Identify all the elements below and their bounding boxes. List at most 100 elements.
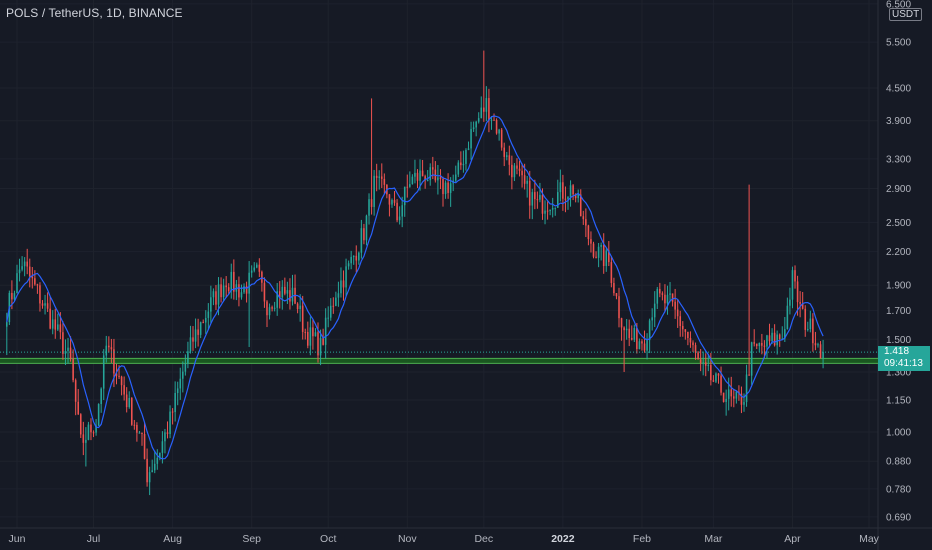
candle-body (136, 424, 138, 433)
candle-body (97, 404, 100, 426)
candle-body (511, 164, 513, 178)
candle-body (546, 210, 549, 212)
candle-body (57, 324, 59, 330)
candle-body (26, 261, 28, 267)
candle-body (610, 262, 613, 284)
candle-body (329, 305, 332, 318)
candle-body (90, 424, 92, 433)
candle-body (309, 327, 312, 346)
y-tick-label: 0.690 (886, 512, 911, 523)
candle-body (301, 305, 304, 332)
y-axis: 0.690 0.780 0.880 1.000 1.150 1.300 1.500 1.700… (886, 0, 911, 523)
candle-body (620, 318, 623, 328)
candle-body (712, 380, 715, 382)
candle-body (641, 341, 643, 344)
candle-body (222, 285, 225, 298)
candle-body (710, 365, 712, 381)
x-tick-label: 2022 (551, 533, 575, 545)
candle-body (429, 167, 432, 181)
candle-body (664, 294, 666, 304)
candle-body (794, 270, 796, 282)
candle-body (562, 182, 564, 199)
candle-body (233, 271, 235, 292)
candle-body (544, 210, 546, 214)
candle-body (258, 264, 261, 272)
candle-body (383, 178, 386, 185)
candle-body (630, 337, 633, 340)
x-tick-label: Apr (784, 533, 801, 545)
candle-body (118, 375, 120, 377)
candle-body (694, 345, 697, 353)
candle-body (41, 303, 44, 306)
candle-body (245, 286, 248, 294)
candle-body (370, 199, 373, 207)
x-tick-label: Sep (242, 533, 261, 545)
candle-body (378, 176, 381, 178)
candle-body (600, 245, 602, 247)
candle-body (291, 287, 294, 302)
candle-body (411, 176, 414, 185)
candle-body (531, 192, 534, 206)
candle-body (426, 180, 429, 182)
candle-body (319, 337, 322, 356)
candle-body (730, 389, 733, 397)
candle-body (363, 228, 365, 241)
candle-body (278, 291, 281, 298)
candle-body (406, 186, 409, 188)
moving-average (6, 115, 824, 460)
candle-body (299, 305, 301, 309)
candle-body (585, 219, 587, 226)
candle-body (187, 351, 189, 364)
candle-body (528, 180, 531, 206)
y-tick-label: 1.500 (886, 335, 911, 346)
candle-body (490, 119, 493, 121)
y-tick-label: 2.900 (886, 184, 911, 195)
candle-body (197, 329, 199, 335)
candle-body (342, 280, 345, 288)
candle-body (784, 329, 786, 339)
candle-body (799, 302, 801, 304)
candle-body (814, 343, 817, 346)
candle-body (69, 347, 72, 360)
candle-body (812, 318, 814, 344)
currency-badge[interactable]: USDT (889, 8, 923, 21)
candle-body (707, 365, 710, 367)
candle-body (477, 118, 480, 122)
candle-body (503, 147, 506, 157)
candle-body (817, 344, 819, 346)
candle-body (138, 432, 141, 434)
ma-line (6, 115, 824, 460)
candle-body (608, 250, 610, 263)
candle-body (49, 308, 51, 329)
candle-body (725, 398, 727, 402)
candle-body (704, 362, 707, 366)
candle-body (615, 293, 618, 297)
candle-body (255, 264, 258, 268)
candle-body (105, 345, 108, 356)
candle-body (82, 434, 85, 443)
candle-body (322, 337, 324, 345)
candle-body (605, 250, 608, 267)
candle-body (368, 199, 370, 216)
support-zone-band (0, 358, 878, 364)
candle-body (449, 183, 452, 193)
candle-body (699, 359, 702, 364)
candle-body (661, 293, 664, 295)
candle-body (651, 317, 653, 321)
candle-body (750, 342, 753, 376)
y-tick-label: 1.700 (886, 306, 911, 317)
candle-body (735, 391, 738, 399)
candle-body (123, 385, 125, 395)
candle-body (470, 129, 472, 149)
candle-body (401, 205, 403, 217)
candle-body (352, 255, 355, 257)
candle-body (212, 291, 215, 298)
y-tick-label: 0.880 (886, 457, 911, 468)
candle-body (113, 349, 115, 374)
candle-body (572, 185, 574, 195)
candle-body (582, 216, 585, 220)
candle-body (248, 272, 250, 294)
candle-body (541, 194, 544, 214)
candle-body (636, 327, 638, 349)
